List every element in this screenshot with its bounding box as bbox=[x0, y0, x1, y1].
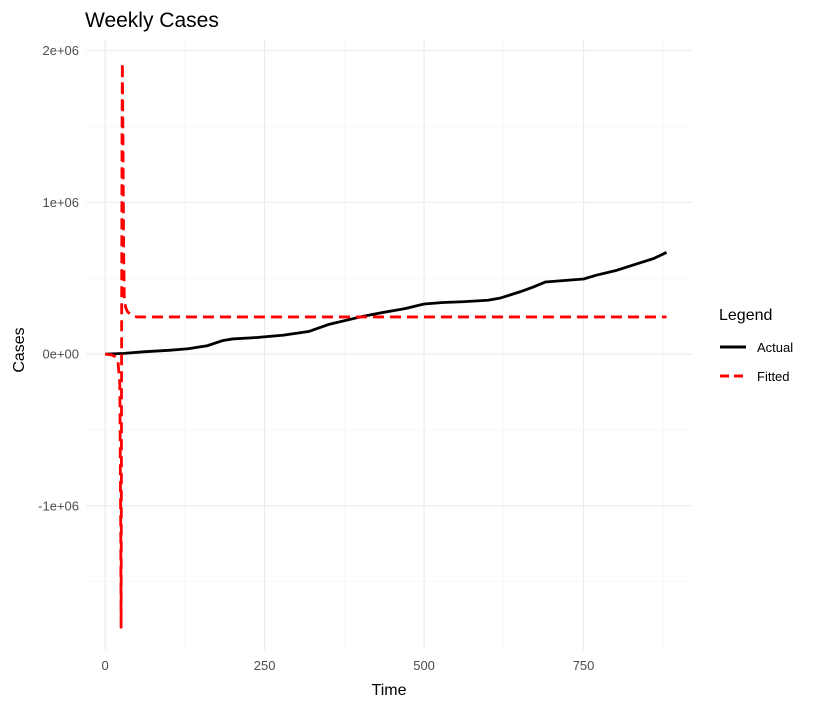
grid bbox=[86, 40, 692, 650]
series-line-actual bbox=[105, 251, 668, 356]
x-tick-label: 500 bbox=[413, 658, 435, 673]
x-tick-label: 0 bbox=[102, 658, 109, 673]
y-tick-label: 0e+00 bbox=[42, 347, 79, 362]
y-tick-label: 1e+06 bbox=[42, 195, 79, 210]
x-tick-label: 750 bbox=[573, 658, 595, 673]
legend-items: Actual Fitted bbox=[720, 340, 793, 384]
x-axis-title: Time bbox=[372, 682, 407, 699]
chart-title: Weekly Cases bbox=[85, 9, 219, 32]
legend-label-actual: Actual bbox=[757, 340, 793, 355]
legend: Legend Actual Fitted bbox=[719, 307, 793, 384]
y-tick-label: 2e+06 bbox=[42, 43, 79, 58]
y-axis-ticks: -1e+06 0e+00 1e+06 2e+06 bbox=[38, 43, 79, 513]
legend-title: Legend bbox=[719, 307, 772, 324]
series-layer bbox=[104, 61, 668, 629]
y-axis-title: Cases bbox=[11, 327, 28, 372]
y-tick-label: -1e+06 bbox=[38, 498, 79, 513]
x-axis-ticks: 0 250 500 750 bbox=[102, 658, 595, 673]
x-tick-label: 250 bbox=[254, 658, 276, 673]
series-line-fitted bbox=[104, 61, 667, 629]
legend-label-fitted: Fitted bbox=[757, 369, 790, 384]
